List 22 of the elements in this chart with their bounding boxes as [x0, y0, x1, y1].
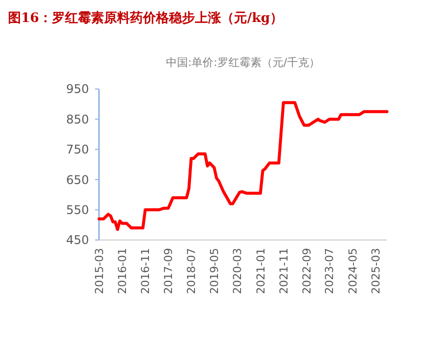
x-tick-label: 2018-07: [185, 248, 198, 294]
x-tick-label: 2020-03: [231, 248, 244, 294]
x-tick-label: 2016-11: [139, 248, 152, 294]
chart-subtitle: 中国:单价:罗红霉素（元/千克）: [166, 56, 320, 69]
x-tick-label: 2022-09: [300, 248, 314, 294]
y-tick-label: 650: [66, 172, 89, 187]
chart-title: 图16：罗红霉素原料药价格稳步上涨（元/kg）: [8, 10, 283, 26]
x-tick-label: 2017-09: [162, 248, 176, 294]
x-tick-label: 2025-03: [369, 248, 382, 294]
y-tick-label: 750: [66, 142, 89, 157]
x-tick-label: 2015-03: [92, 248, 106, 294]
x-tick-label: 2016-01: [116, 248, 130, 294]
y-tick-label: 850: [66, 112, 89, 126]
x-tick-label: 2021-11: [277, 248, 290, 294]
y-tick-label: 550: [66, 203, 89, 217]
x-tick-label: 2021-01: [254, 248, 268, 294]
x-tick-label: 2019-05: [208, 248, 222, 294]
y-tick-label: 450: [66, 233, 89, 248]
y-tick-label: 950: [66, 82, 89, 96]
line-series: [98, 101, 388, 231]
x-tick-label: 2024-05: [346, 248, 360, 294]
x-tick-label: 2023-07: [323, 248, 336, 294]
